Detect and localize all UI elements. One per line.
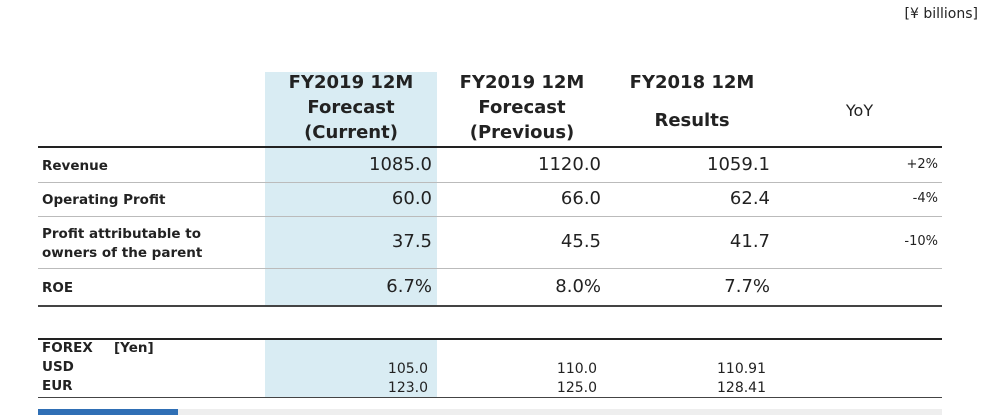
yoy-value: -10% (904, 234, 938, 249)
forex-label: USD (42, 359, 74, 375)
cell-value: 60.0 (391, 188, 432, 209)
yoy-value: +2% (906, 157, 938, 172)
column-header: FY2018 12M (629, 72, 755, 93)
column-header: YoY (845, 101, 874, 120)
row-label: Operating Profit (42, 192, 166, 208)
forex-value: 110.0 (556, 361, 597, 377)
cell-value: 7.7% (724, 276, 770, 297)
column-header: FY2019 12M (288, 72, 414, 93)
rule (38, 182, 942, 183)
cell-value: 1085.0 (369, 154, 432, 175)
rule (38, 397, 942, 398)
forex-unit: [Yen] (114, 340, 154, 356)
bottom-bar (38, 409, 942, 415)
highlight-column (265, 338, 437, 398)
rule (38, 268, 942, 269)
cell-value: 45.5 (560, 231, 601, 252)
cell-value: 37.5 (391, 231, 432, 252)
cell-value: 66.0 (560, 188, 601, 209)
forex-value: 125.0 (556, 380, 597, 396)
cell-value: 62.4 (729, 188, 770, 209)
cell-value: 6.7% (386, 276, 432, 297)
cell-value: 1059.1 (707, 154, 770, 175)
highlight-column (265, 72, 437, 306)
rule (38, 305, 942, 307)
column-header: Forecast (478, 97, 566, 118)
forex-value: 110.91 (717, 361, 766, 377)
forex-title: FOREX (42, 340, 93, 356)
unit-label: [¥ billions] (904, 6, 978, 22)
column-header: Results (654, 110, 730, 131)
row-label: Profit attributable to (42, 225, 202, 242)
column-header: Forecast (307, 97, 395, 118)
forex-value: 123.0 (387, 380, 428, 396)
cell-value: 41.7 (729, 231, 770, 252)
yoy-value: -4% (912, 191, 938, 206)
row-label: Revenue (42, 158, 108, 174)
forex-value: 128.41 (717, 380, 766, 396)
column-header: FY2019 12M (459, 72, 585, 93)
column-header: (Previous) (469, 122, 575, 143)
column-header: (Current) (304, 122, 398, 143)
forex-value: 105.0 (387, 361, 428, 377)
rule (38, 338, 942, 340)
forex-label: EUR (42, 378, 73, 394)
rule (38, 146, 942, 148)
rule (38, 216, 942, 217)
cell-value: 1120.0 (538, 154, 601, 175)
cell-value: 8.0% (555, 276, 601, 297)
row-label: ROE (42, 280, 74, 296)
row-label: owners of the parent (42, 244, 203, 261)
bottom-bar-accent (38, 409, 178, 415)
